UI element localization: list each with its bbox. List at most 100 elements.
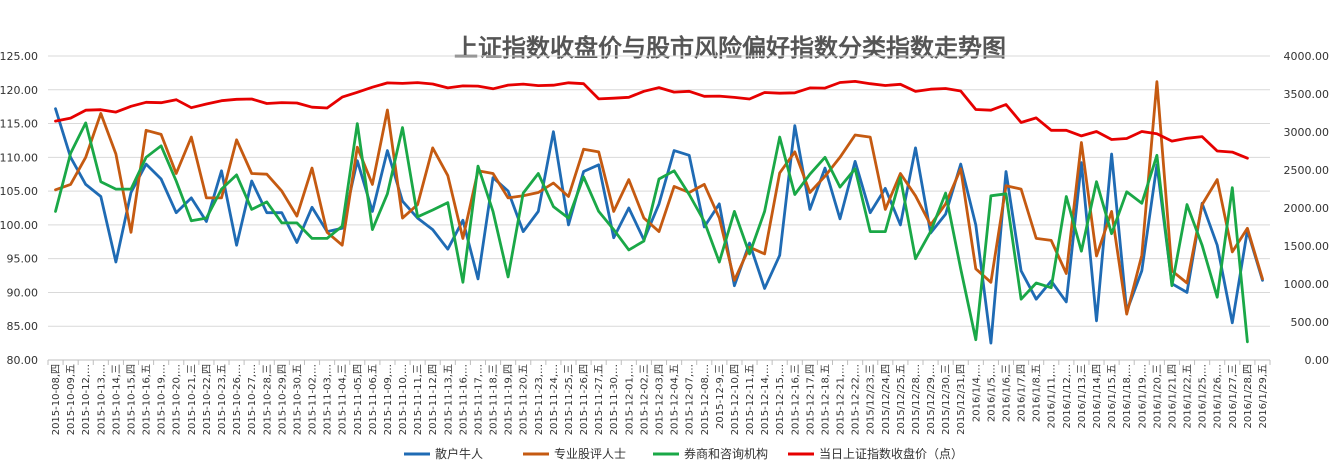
- left-y-axis: 80.00 85.00 90.00 95.00 100.00 105.00 110.00 11…: [0, 50, 38, 367]
- x-tick-label: 2015-11-05,四: [353, 364, 364, 435]
- x-tick-label: 2016/1/25,…: [1198, 364, 1209, 428]
- x-tick-label: 2016/1/29,五: [1258, 364, 1269, 428]
- x-tick-label: 2015-10-22,四: [202, 364, 213, 435]
- y-right-tick-label: 1500.00: [1284, 240, 1330, 253]
- x-tick-label: 2015-11-02,…: [308, 364, 319, 435]
- x-tick-label: 2015-10-15,四: [126, 364, 137, 435]
- x-tick-label: 2015-12-16,三: [790, 364, 801, 435]
- y-left-tick-label: 85.00: [7, 320, 39, 333]
- series-lines: [54, 80, 1264, 345]
- x-tick-label: 2015-11-11,三: [413, 364, 424, 435]
- x-tick-label: 2015/12/29,…: [926, 364, 937, 435]
- y-right-tick-label: 2000.00: [1284, 202, 1330, 215]
- x-tick-label: 2015-12-9,三: [715, 364, 726, 429]
- x-tick-label: 2015-11-24,…: [549, 364, 560, 435]
- x-tick-label: 2015-11-25,三: [564, 364, 575, 435]
- series-line-0: [54, 107, 1264, 345]
- gridlines: [48, 55, 1270, 361]
- x-tick-label: 2015/12/31,四: [956, 364, 967, 435]
- x-tick-label: 2015-12-15,…: [775, 364, 786, 435]
- x-tick-label: 2015-11-17,…: [473, 364, 484, 435]
- x-tick-label: 2015-11-18,三: [489, 364, 500, 435]
- y-left-tick-label: 80.00: [7, 354, 39, 367]
- x-tick-label: 2016/1/19,…: [1137, 364, 1148, 428]
- x-tick-label: 2015-12-02,三: [639, 364, 650, 435]
- x-tick-label: 2015-10-23,五: [217, 364, 228, 435]
- chart-title: 上证指数收盘价与股市风险偏好指数分类指数走势图: [454, 33, 1006, 62]
- x-tick-label: 2015-12-18,五: [820, 364, 831, 435]
- x-tick-label: 2015/12/23,三: [866, 364, 877, 435]
- x-tick-label: 2015-12-17,四: [805, 364, 816, 435]
- x-tick-label: 2015-12-08,…: [700, 364, 711, 435]
- x-tick-label: 2015/12/28,…: [911, 364, 922, 435]
- x-tick-label: 2015-11-20,五: [519, 364, 530, 435]
- x-tick-label: 2015-12-03,四: [655, 364, 666, 435]
- x-tick-label: 2015-10-13,…: [96, 364, 107, 435]
- x-tick-label: 2015-11-03,…: [323, 364, 334, 435]
- x-tick-label: 2016/1/6,三: [1001, 364, 1012, 422]
- x-tick-label: 2015-10-30,五: [292, 364, 303, 435]
- x-tick-label: 2015-12-14,…: [760, 364, 771, 435]
- x-tick-label: 2016/1/12,…: [1062, 364, 1073, 428]
- x-tick-label: 2016/1/20,三: [1152, 364, 1163, 428]
- right-y-axis: 0.00 500.00 1000.00 1500.00 2000.00 2500.00 30…: [1284, 50, 1330, 367]
- x-tick-label: 2015-11-12,四: [428, 364, 439, 435]
- x-tick-label: 2015-12-21,…: [836, 364, 847, 435]
- y-left-tick-label: 90.00: [7, 286, 39, 299]
- legend: 散户牛人 专业股评人士 券商和咨询机构 当日上证指数收盘价（点）: [404, 446, 963, 461]
- x-tick-label: 2016/1/21,四: [1167, 364, 1178, 428]
- x-tick-label: 2015-10-28,三: [262, 364, 273, 435]
- x-tick-label: 2015-10-19,…: [157, 364, 168, 435]
- y-left-tick-label: 120.00: [0, 84, 38, 97]
- y-right-tick-label: 0.00: [1305, 354, 1330, 367]
- legend-label-0: 散户牛人: [435, 446, 483, 461]
- x-tick-label: 2015-11-13,五: [443, 364, 454, 435]
- x-tick-label: 2015-11-23,…: [534, 364, 545, 435]
- x-tick-label: 2015-11-19,四: [504, 364, 515, 435]
- legend-label-1: 专业股评人士: [554, 446, 626, 461]
- x-tick-label: 2015-11-16,…: [458, 364, 469, 435]
- x-tick-label: 2016/1/27,三: [1228, 364, 1239, 428]
- x-tick-label: 2015-11-30,…: [609, 364, 620, 435]
- x-tick-label: 2015-10-16,五: [142, 364, 153, 435]
- x-axis: 2015-10-08,四 2015-10-09,五 2015-10-12,… 2015…: [47, 359, 1271, 435]
- y-right-tick-label: 500.00: [1291, 316, 1330, 329]
- x-tick-label: 2015-12-10,四: [730, 364, 741, 435]
- y-left-tick-label: 125.00: [0, 50, 38, 63]
- y-right-tick-label: 1000.00: [1284, 278, 1330, 291]
- x-tick-label: 2015/12/25,五: [896, 364, 907, 435]
- x-tick-label: 2015-11-26,四: [579, 364, 590, 435]
- x-tick-label: 2016/1/11,…: [1047, 364, 1058, 428]
- legend-label-3: 当日上证指数收盘价（点）: [819, 446, 963, 461]
- x-tick-label: 2015-12-04,五: [670, 364, 681, 435]
- x-tick-label: 2015-10-12,…: [81, 364, 92, 435]
- y-left-tick-label: 100.00: [0, 219, 38, 232]
- x-tick-label: 2015-11-09,…: [383, 364, 394, 435]
- x-tick-label: 2016/1/18,…: [1122, 364, 1133, 428]
- x-tick-label: 2015-12-01,…: [624, 364, 635, 435]
- x-tick-label: 2015-10-29,四: [277, 364, 288, 435]
- x-tick-label: 2016/1/13,三: [1077, 364, 1088, 428]
- x-tick-label: 2015-11-04,三: [338, 364, 349, 435]
- x-tick-label: 2015-10-08,四: [51, 364, 62, 435]
- y-left-tick-label: 115.00: [0, 118, 38, 131]
- x-tick-label: 2015-12-22,…: [851, 364, 862, 435]
- y-right-tick-label: 3000.00: [1284, 126, 1330, 139]
- x-tick-label: 2016/1/8,五: [1032, 364, 1043, 422]
- x-tick-label: 2016/1/14,四: [1092, 364, 1103, 428]
- x-tick-label: 2015-11-27,五: [594, 364, 605, 435]
- x-tick-label: 2016/1/22,五: [1183, 364, 1194, 428]
- x-tick-label: 2016/1/26,…: [1213, 364, 1224, 428]
- x-tick-label: 2016/1/28,四: [1243, 364, 1254, 428]
- x-tick-label: 2015-10-09,五: [66, 364, 77, 435]
- x-tick-label: 2015/12/24,四: [881, 364, 892, 435]
- legend-label-2: 券商和咨询机构: [684, 446, 768, 461]
- x-tick-label: 2015/12/30,三: [941, 364, 952, 435]
- x-tick-label: 2015-10-26,…: [232, 364, 243, 435]
- y-right-tick-label: 4000.00: [1284, 50, 1330, 63]
- x-tick-label: 2015-12-11,五: [745, 364, 756, 435]
- series-line-2: [54, 121, 1249, 344]
- x-tick-label: 2016/1/4,…: [971, 364, 982, 422]
